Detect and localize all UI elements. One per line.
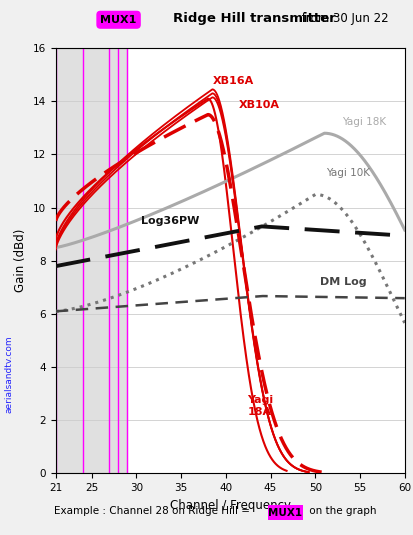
Bar [56,48,127,473]
Text: from 30 Jun 22: from 30 Jun 22 [298,12,389,25]
Text: XB10A: XB10A [239,100,280,110]
Text: MUX1: MUX1 [268,508,302,517]
Text: DM Log: DM Log [320,277,366,287]
Y-axis label: Gain (dBd): Gain (dBd) [14,229,27,293]
Text: XB16A: XB16A [212,76,254,86]
Text: Ridge Hill transmitter: Ridge Hill transmitter [173,12,336,25]
Text: Yagi
18A: Yagi 18A [247,395,273,417]
X-axis label: Channel / Frequency: Channel / Frequency [170,499,291,512]
Text: Log36PW: Log36PW [141,216,199,226]
Text: Yagi 10K: Yagi 10K [326,168,370,178]
Text: Example : Channel 28 on Ridge Hill =: Example : Channel 28 on Ridge Hill = [54,506,253,516]
Text: Yagi 18K: Yagi 18K [342,117,386,127]
Text: MUX1: MUX1 [100,15,137,25]
Text: aerialsandtv.com: aerialsandtv.com [5,335,14,414]
Text: on the graph: on the graph [306,506,376,516]
